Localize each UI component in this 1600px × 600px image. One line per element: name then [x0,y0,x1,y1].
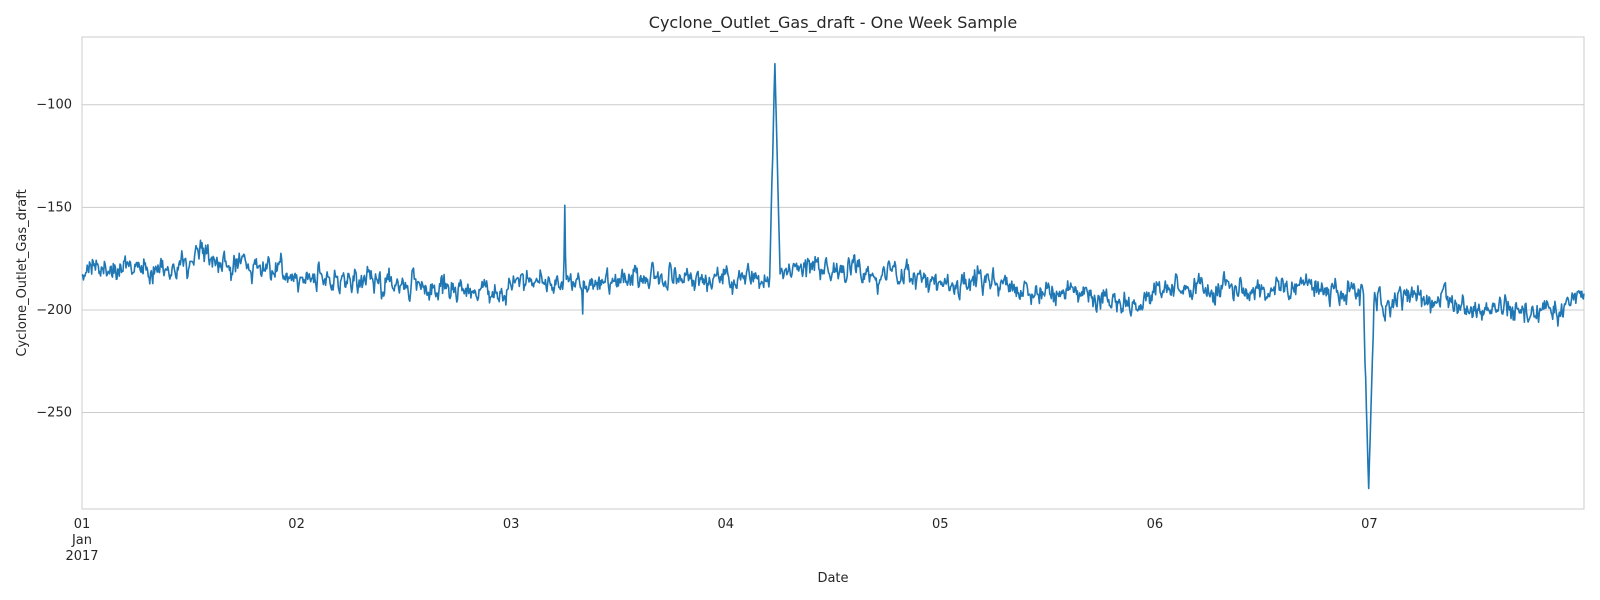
series-group [81,62,1585,490]
x-axis-label: Date [817,571,848,586]
y-tick-label: −250 [36,406,72,421]
plot-frame [81,36,1585,510]
y-axis-label: Cyclone_Outlet_Gas_draft [15,189,30,356]
x-tick-label: 01 Jan 2017 [65,517,98,564]
x-tick-label: 04 [717,517,734,532]
x-tick-labels: 01 Jan 2017 02 03 04 05 06 07 [65,517,1377,564]
x-tick-label: 05 [932,517,949,532]
x-tick-label: 02 [288,517,305,532]
y-tick-labels: −100 −150 −200 −250 [36,98,72,421]
x-tick-label: 03 [503,517,520,532]
grid-lines [82,104,1584,414]
x-tick-label: 07 [1361,517,1378,532]
series-line [81,62,1585,490]
y-tick-label: −200 [36,303,72,318]
y-tick-label: −100 [36,98,72,113]
x-tick-label: 06 [1147,517,1164,532]
chart-title: Cyclone_Outlet_Gas_draft - One Week Samp… [649,13,1017,33]
y-tick-label: −150 [36,200,72,215]
